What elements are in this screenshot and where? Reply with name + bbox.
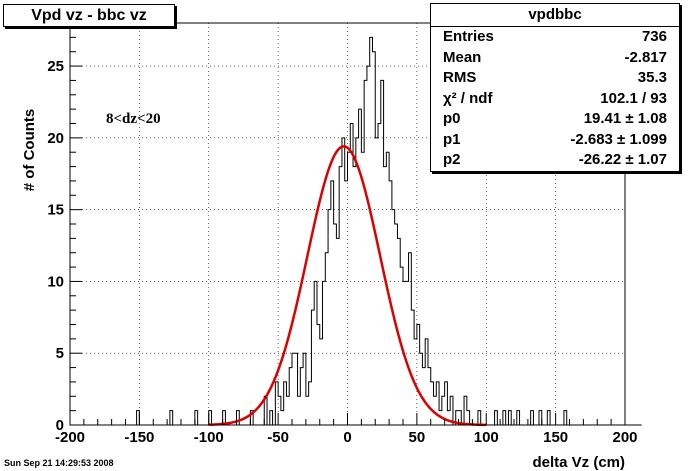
x-tick-label: -150 <box>124 429 154 446</box>
stats-row-chi2: χ² / ndf 102.1 / 93 <box>431 89 679 110</box>
x-tick-label: -200 <box>55 429 85 446</box>
y-tick-label: 10 <box>47 273 64 290</box>
x-tick-label: -50 <box>267 429 289 446</box>
x-tick-label: -100 <box>194 429 224 446</box>
stats-row-mean: Mean -2.817 <box>431 48 679 69</box>
x-tick-label: 0 <box>343 429 351 446</box>
stats-label: RMS <box>443 69 477 86</box>
y-tick-label: 0 <box>56 417 64 434</box>
stats-label: p1 <box>443 130 461 148</box>
stats-title: vpdbbc <box>431 4 679 27</box>
x-tick-label: 100 <box>474 429 499 446</box>
stats-row-entries: Entries 736 <box>431 27 679 48</box>
x-tick-label: 200 <box>612 429 637 446</box>
grid-layer <box>70 23 625 425</box>
axis-layer: -200 -150 -100 -50 0 50 100 150 200 0 5 10 15 20 25 <box>47 22 638 446</box>
stats-row-p0: p0 19.41 ± 1.08 <box>431 109 679 130</box>
chart-title: Vpd vz - bbc vz <box>3 4 175 27</box>
stats-value: 35.3 <box>637 69 667 86</box>
stats-value: -2.817 <box>624 48 667 66</box>
fit-layer <box>208 145 487 427</box>
stats-row-rms: RMS 35.3 <box>431 68 679 89</box>
stats-value: 736 <box>641 28 667 45</box>
stats-value: -26.22 ± 1.07 <box>578 151 667 168</box>
timestamp: Sun Sep 21 14:29:53 2008 <box>4 458 114 468</box>
stats-label: p0 <box>443 110 461 127</box>
x-tick-label: 150 <box>543 429 568 446</box>
stats-value: 102.1 / 93 <box>600 89 667 107</box>
stats-box: vpdbbc Entries 736 Mean -2.817 RMS 35.3 … <box>430 3 680 172</box>
stats-label: Mean <box>443 48 482 66</box>
stats-label: Entries <box>443 28 494 45</box>
annotation-text: 8<dz<20 <box>106 111 161 127</box>
stats-row-p1: p1 -2.683 ± 1.099 <box>431 130 679 151</box>
stats-value: -2.683 ± 1.099 <box>570 130 667 148</box>
y-axis-label: # of Counts <box>21 109 38 192</box>
x-tick-label: 50 <box>409 429 426 446</box>
y-tick-label: 25 <box>47 58 64 75</box>
stats-label: χ² / ndf <box>443 89 493 107</box>
y-tick-label: 20 <box>47 130 64 147</box>
y-tick-label: 5 <box>56 345 64 362</box>
x-axis-label: delta Vz (cm) <box>532 454 625 471</box>
stats-label: p2 <box>443 151 461 168</box>
y-tick-label: 15 <box>47 202 64 219</box>
stats-row-p2: p2 -26.22 ± 1.07 <box>431 150 679 171</box>
stats-value: 19.41 ± 1.08 <box>583 110 667 127</box>
gaussian-fit-curve <box>208 145 487 427</box>
